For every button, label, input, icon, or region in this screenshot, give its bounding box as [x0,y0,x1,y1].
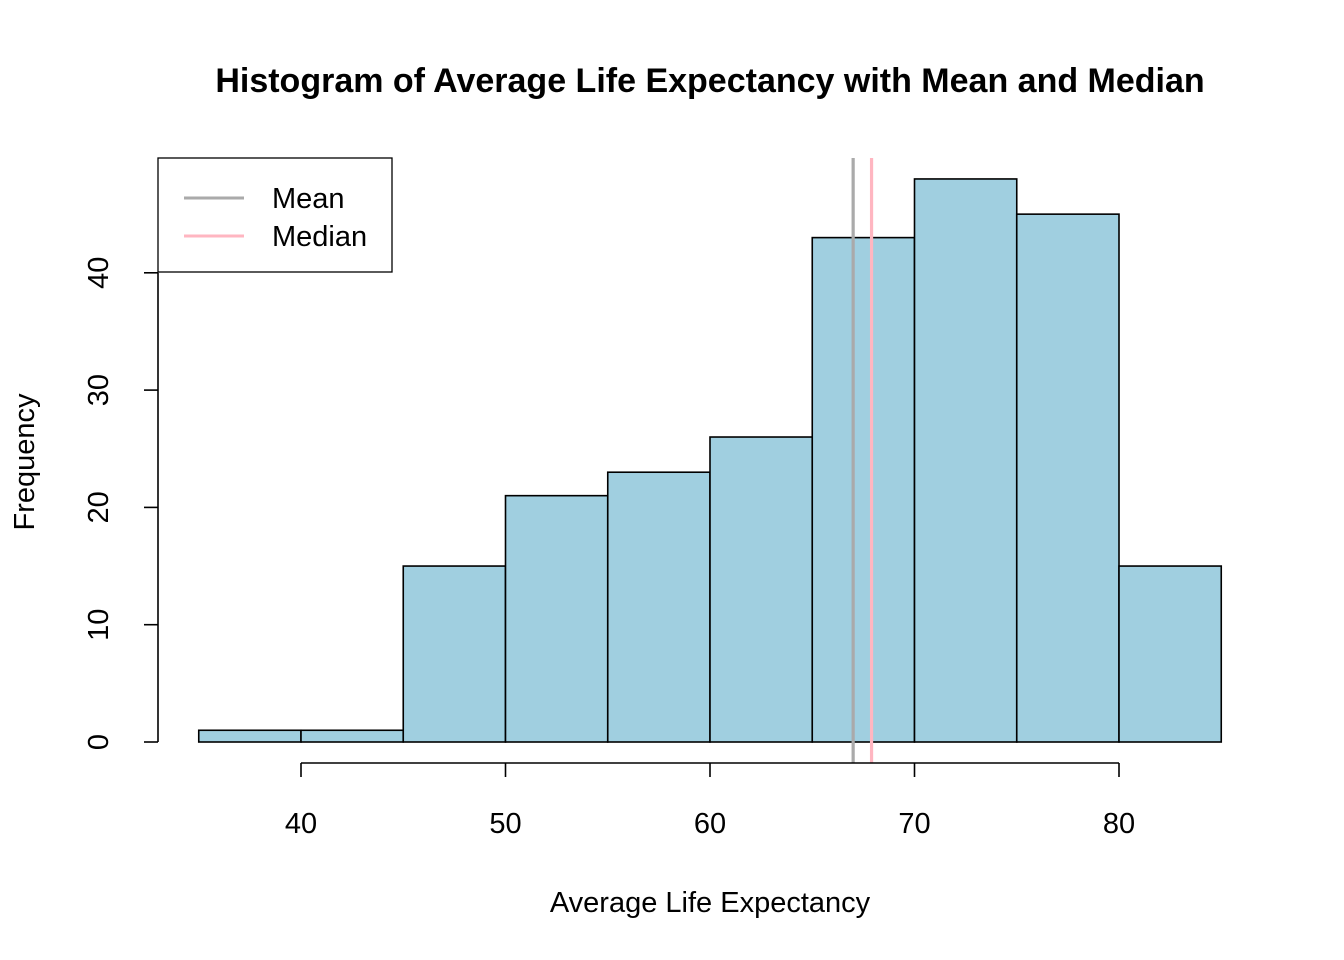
histogram-bar-45-50 [402,565,507,743]
y-tick-label-10: 10 [83,609,115,641]
y-tick-label-0: 0 [83,734,115,750]
histogram-bar-70-75 [913,178,1018,743]
histogram-bar-65-70 [811,236,916,743]
x-axis: 40 50 60 70 80 [285,762,1135,840]
histogram-bar-50-55 [504,494,609,743]
y-axis-label: Frequency [9,393,41,531]
x-tick-label-50: 50 [489,808,521,840]
chart-title: Histogram of Average Life Expectancy wit… [215,62,1204,100]
histogram-bar-40-45 [300,729,405,743]
histogram-bar-35-40 [197,729,302,743]
bars-layer [197,178,1223,743]
y-tick-label-20: 20 [83,491,115,523]
x-tick-label-60: 60 [694,808,726,840]
x-tick-label-40: 40 [285,808,317,840]
reference-lines-layer [851,158,874,763]
legend: Mean Median [157,157,393,273]
x-axis-label: Average Life Expectancy [550,887,871,919]
histogram-bar-75-80 [1015,213,1120,743]
y-tick-label-40: 40 [83,257,115,289]
legend-median-label: Median [272,221,367,253]
y-axis: 0 10 20 30 40 [83,257,159,750]
histogram-bar-60-65 [709,436,814,743]
histogram-bar-55-60 [606,471,711,743]
legend-mean-label: Mean [272,183,345,215]
legend-box [157,157,393,273]
x-tick-label-70: 70 [898,808,930,840]
histogram-bar-80-85 [1118,565,1223,743]
x-tick-label-80: 80 [1103,808,1135,840]
y-tick-label-30: 30 [83,374,115,406]
